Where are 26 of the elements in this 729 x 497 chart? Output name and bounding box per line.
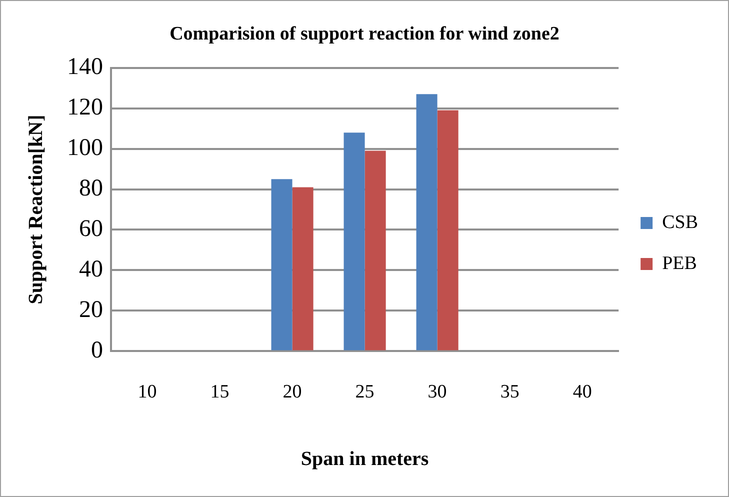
y-tick-label: 100	[67, 135, 103, 162]
x-tick-label: 30	[428, 382, 447, 403]
x-tick-label: 35	[500, 382, 520, 403]
bar	[344, 132, 365, 350]
y-tick-label: 80	[79, 176, 103, 202]
y-tick-label: 20	[79, 297, 103, 324]
legend-label: CSB	[662, 212, 698, 233]
bar	[437, 110, 458, 350]
bar	[416, 94, 438, 350]
x-tick-label: 25	[355, 382, 374, 403]
y-tick-label: 60	[79, 216, 103, 242]
bar	[292, 187, 314, 350]
y-tick-label: 140	[67, 54, 103, 80]
x-tick-label: 20	[282, 382, 302, 403]
y-tick-label: 0	[91, 337, 103, 364]
x-tick-label: 15	[210, 382, 230, 403]
bar	[364, 150, 386, 350]
chart-title: Comparision of support reaction for wind zone2	[170, 23, 560, 44]
y-tick-label: 40	[79, 256, 103, 283]
legend-label: PEB	[662, 252, 697, 274]
x-tick-label: 40	[572, 382, 592, 403]
bar	[271, 179, 292, 350]
x-axis-title: Span in meters	[300, 448, 429, 470]
y-axis-title: Support Reaction[kN]	[25, 114, 48, 304]
y-tick-label: 120	[67, 94, 103, 121]
x-tick-label: 10	[138, 382, 157, 403]
